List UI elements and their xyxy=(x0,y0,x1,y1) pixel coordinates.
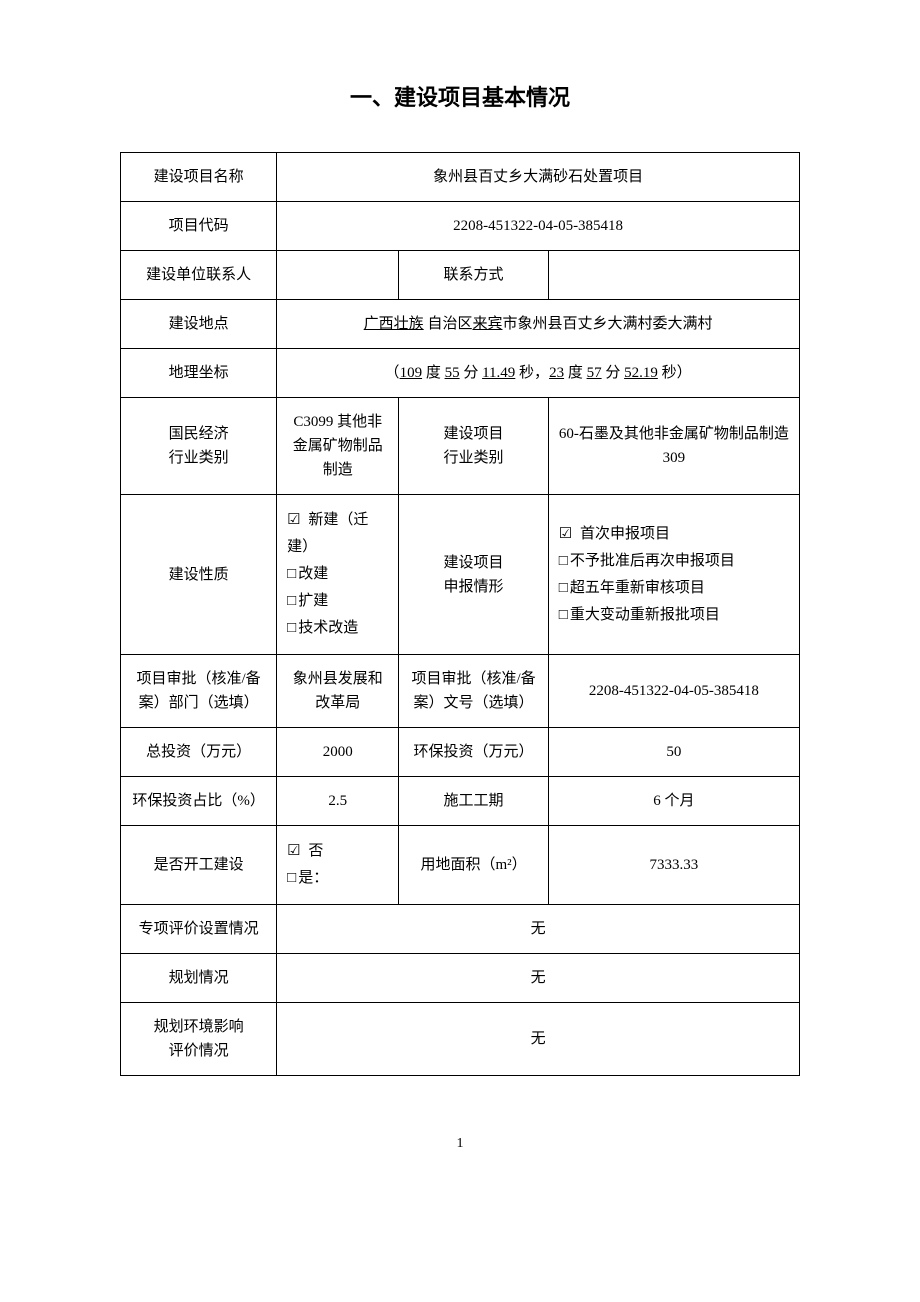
location-suffix: 市象州县百丈乡大满村委大满村 xyxy=(502,316,712,332)
approval-dept-label: 项目审批（核准/备案）部门（选填） xyxy=(121,655,277,728)
declare-opt4: 重大变动重新报批项目 xyxy=(559,602,789,629)
location-value: 广西壮族 自治区来宾市象州县百丈乡大满村委大满村 xyxy=(277,300,800,349)
declare-opt2: 不予批准后再次申报项目 xyxy=(559,548,789,575)
coords-min2: 57 xyxy=(587,365,602,381)
coords-value: （109 度 55 分 11.49 秒，23 度 57 分 52.19 秒） xyxy=(277,349,800,398)
nature-opt2: 改建 xyxy=(287,561,388,588)
coords-u6: 秒） xyxy=(658,365,692,381)
table-row: 建设性质 新建（迁建） 改建 扩建 技术改造 建设项目 申报情形 首次申报项目 … xyxy=(121,495,800,655)
info-table: 建设项目名称 象州县百丈乡大满砂石处置项目 项目代码 2208-451322-0… xyxy=(120,152,800,1076)
land-area-value: 7333.33 xyxy=(548,826,799,905)
nature-opt4: 技术改造 xyxy=(287,615,388,642)
approval-doc-value: 2208-451322-04-05-385418 xyxy=(548,655,799,728)
declare-label: 建设项目 申报情形 xyxy=(399,495,548,655)
coords-u5: 分 xyxy=(602,365,625,381)
planning-env-label: 规划环境影响 评价情况 xyxy=(121,1003,277,1076)
page-number: 1 xyxy=(120,1136,800,1152)
coords-u4: 度 xyxy=(564,365,587,381)
contact-person-label: 建设单位联系人 xyxy=(121,251,277,300)
period-value: 6 个月 xyxy=(548,777,799,826)
coords-u2: 分 xyxy=(460,365,483,381)
project-name-value: 象州县百丈乡大满砂石处置项目 xyxy=(277,153,800,202)
table-row: 规划情况 无 xyxy=(121,954,800,1003)
project-industry-label: 建设项目 行业类别 xyxy=(399,398,548,495)
table-row: 建设单位联系人 联系方式 xyxy=(121,251,800,300)
coords-deg2: 23 xyxy=(549,365,564,381)
env-ratio-label: 环保投资占比（%） xyxy=(121,777,277,826)
nature-label: 建设性质 xyxy=(121,495,277,655)
table-row: 地理坐标 （109 度 55 分 11.49 秒，23 度 57 分 52.19… xyxy=(121,349,800,398)
econ-category-value: C3099 其他非金属矿物制品制造 xyxy=(277,398,399,495)
planning-env-value: 无 xyxy=(277,1003,800,1076)
special-eval-value: 无 xyxy=(277,905,800,954)
started-options: 否 是： xyxy=(277,826,399,905)
location-region: 自治区 xyxy=(424,316,473,332)
table-row: 建设项目名称 象州县百丈乡大满砂石处置项目 xyxy=(121,153,800,202)
contact-method-label: 联系方式 xyxy=(399,251,548,300)
location-prefix: 广西壮族 xyxy=(364,316,424,332)
contact-method-value xyxy=(548,251,799,300)
coords-sec1: 11.49 xyxy=(482,365,515,381)
coords-open: （ xyxy=(385,365,400,381)
env-invest-value: 50 xyxy=(548,728,799,777)
table-row: 项目代码 2208-451322-04-05-385418 xyxy=(121,202,800,251)
planning-label: 规划情况 xyxy=(121,954,277,1003)
declare-opt3: 超五年重新审核项目 xyxy=(559,575,789,602)
total-invest-label: 总投资（万元） xyxy=(121,728,277,777)
table-row: 是否开工建设 否 是： 用地面积（m²） 7333.33 xyxy=(121,826,800,905)
started-yes: 是： xyxy=(287,865,388,892)
table-row: 规划环境影响 评价情况 无 xyxy=(121,1003,800,1076)
env-ratio-value: 2.5 xyxy=(277,777,399,826)
started-label: 是否开工建设 xyxy=(121,826,277,905)
location-city: 来宾 xyxy=(472,316,502,332)
table-row: 国民经济 行业类别 C3099 其他非金属矿物制品制造 建设项目 行业类别 60… xyxy=(121,398,800,495)
table-row: 总投资（万元） 2000 环保投资（万元） 50 xyxy=(121,728,800,777)
location-label: 建设地点 xyxy=(121,300,277,349)
section-title: 一、建设项目基本情况 xyxy=(120,80,800,112)
nature-opt1: 新建（迁建） xyxy=(287,507,388,561)
approval-dept-value: 象州县发展和改革局 xyxy=(277,655,399,728)
coords-u1: 度 xyxy=(422,365,445,381)
started-no: 否 xyxy=(287,838,388,865)
period-label: 施工工期 xyxy=(399,777,548,826)
env-invest-label: 环保投资（万元） xyxy=(399,728,548,777)
contact-person-value xyxy=(277,251,399,300)
declare-options: 首次申报项目 不予批准后再次申报项目 超五年重新审核项目 重大变动重新报批项目 xyxy=(548,495,799,655)
nature-options: 新建（迁建） 改建 扩建 技术改造 xyxy=(277,495,399,655)
table-row: 环保投资占比（%） 2.5 施工工期 6 个月 xyxy=(121,777,800,826)
coords-label: 地理坐标 xyxy=(121,349,277,398)
table-row: 专项评价设置情况 无 xyxy=(121,905,800,954)
project-code-value: 2208-451322-04-05-385418 xyxy=(277,202,800,251)
project-industry-value: 60-石墨及其他非金属矿物制品制造 309 xyxy=(548,398,799,495)
table-row: 项目审批（核准/备案）部门（选填） 象州县发展和改革局 项目审批（核准/备案）文… xyxy=(121,655,800,728)
table-row: 建设地点 广西壮族 自治区来宾市象州县百丈乡大满村委大满村 xyxy=(121,300,800,349)
coords-deg1: 109 xyxy=(400,365,423,381)
land-area-label: 用地面积（m²） xyxy=(399,826,548,905)
econ-category-label: 国民经济 行业类别 xyxy=(121,398,277,495)
project-name-label: 建设项目名称 xyxy=(121,153,277,202)
approval-doc-label: 项目审批（核准/备案）文号（选填） xyxy=(399,655,548,728)
coords-u3: 秒， xyxy=(515,365,549,381)
declare-opt1: 首次申报项目 xyxy=(559,521,789,548)
nature-opt3: 扩建 xyxy=(287,588,388,615)
total-invest-value: 2000 xyxy=(277,728,399,777)
planning-value: 无 xyxy=(277,954,800,1003)
project-code-label: 项目代码 xyxy=(121,202,277,251)
coords-min1: 55 xyxy=(445,365,460,381)
coords-sec2: 52.19 xyxy=(624,365,658,381)
special-eval-label: 专项评价设置情况 xyxy=(121,905,277,954)
